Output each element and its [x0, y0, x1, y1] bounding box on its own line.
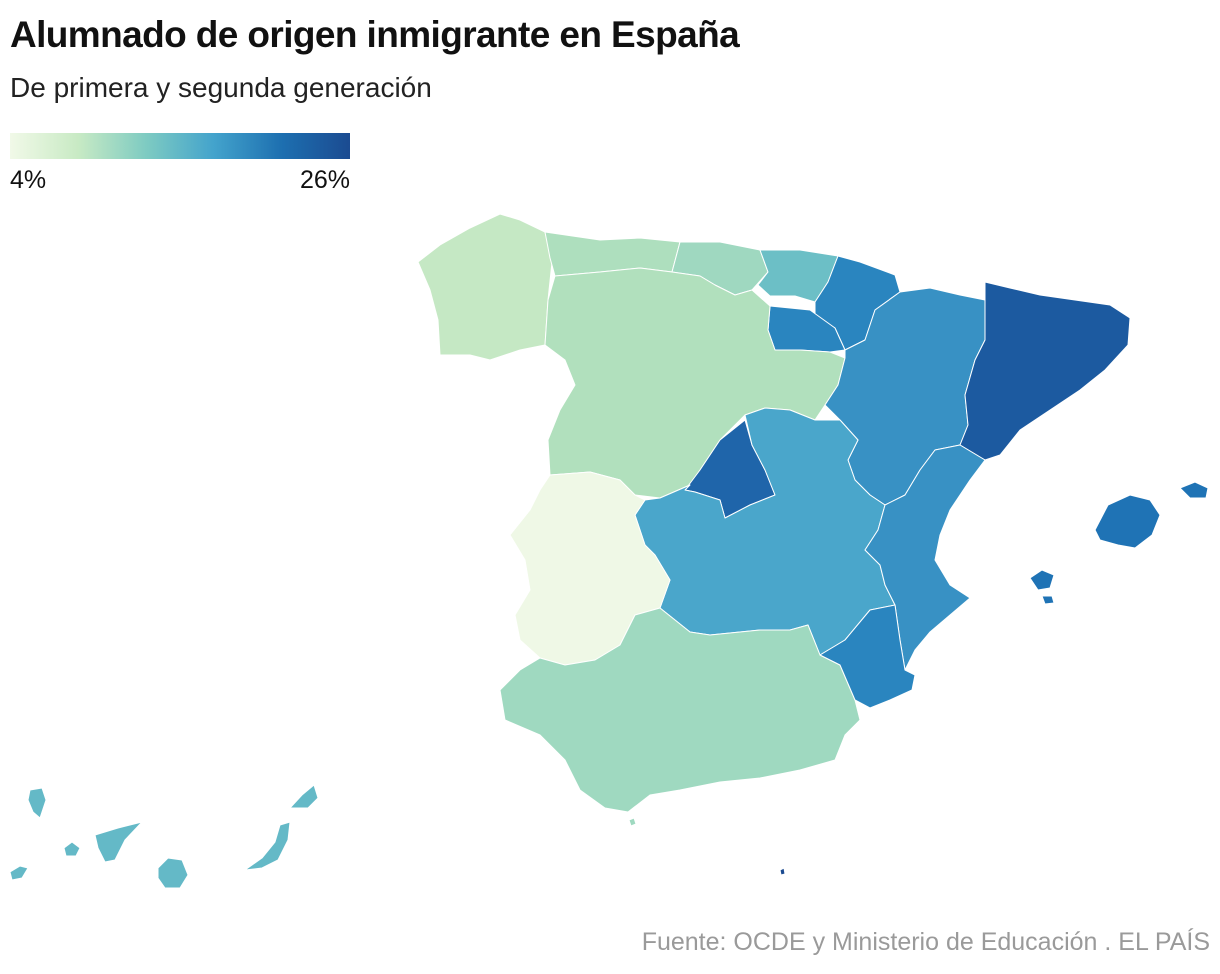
region-canarias-fuerteventura[interactable] — [244, 821, 291, 871]
region-valenciana[interactable] — [864, 444, 986, 671]
region-andalucia[interactable] — [499, 607, 861, 813]
region-canarias-tenerife[interactable] — [94, 821, 143, 863]
region-canarias-el-hierro[interactable] — [9, 865, 29, 881]
region-baleares-formentera[interactable] — [1041, 595, 1055, 605]
color-legend: 4% 26% — [10, 133, 350, 194]
region-baleares-mallorca[interactable] — [1094, 494, 1161, 549]
region-canarias-la-palma[interactable] — [27, 787, 47, 819]
region-canarias-gran-canaria[interactable] — [157, 857, 189, 889]
chart-subtitle: De primera y segunda generación — [10, 72, 432, 103]
legend-min-label: 4% — [10, 166, 47, 194]
region-murcia[interactable] — [819, 604, 916, 709]
region-ceuta[interactable] — [628, 817, 637, 827]
region-melilla[interactable] — [779, 867, 786, 876]
legend-max-label: 26% — [299, 166, 350, 194]
region-baleares-ibiza[interactable] — [1029, 569, 1055, 591]
legend-gradient-bar — [10, 133, 350, 159]
source-credit: Fuente: OCDE y Ministerio de Educación .… — [641, 928, 1210, 956]
region-canarias-la-gomera[interactable] — [63, 841, 81, 857]
region-galicia[interactable] — [417, 213, 553, 361]
region-cataluna[interactable] — [959, 281, 1131, 461]
region-baleares-menorca[interactable] — [1179, 481, 1209, 499]
chart-title: Alumnado de origen inmigrante en España — [10, 14, 740, 55]
region-canarias-lanzarote[interactable] — [289, 784, 319, 809]
region-asturias[interactable] — [544, 231, 681, 277]
region-pais-vasco[interactable] — [757, 249, 839, 303]
